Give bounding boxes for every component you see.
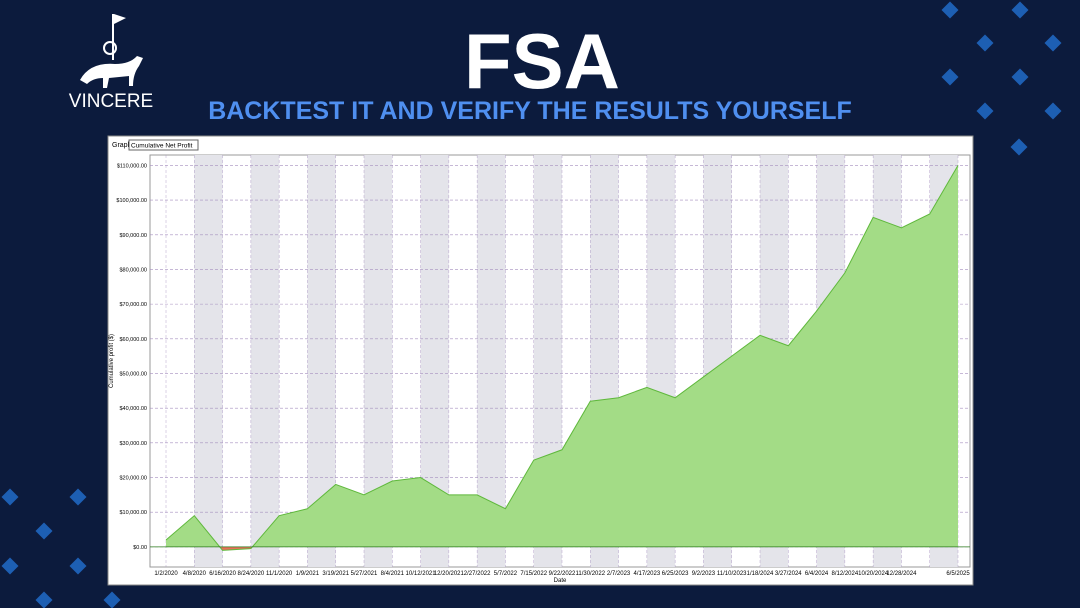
x-tick-label: 6/5/2025	[946, 571, 970, 577]
x-tick-label: 10/20/2024	[858, 571, 889, 577]
title: FSA	[464, 17, 620, 105]
x-axis-label: Date	[554, 578, 567, 584]
logo: VINCERE	[69, 14, 153, 112]
y-tick-label: $90,000.00	[119, 233, 147, 239]
y-tick-label: $70,000.00	[119, 302, 147, 308]
x-tick-label: 2/7/2023	[607, 571, 631, 577]
y-tick-label: $110,000.00	[117, 163, 147, 169]
x-tick-label: 9/22/2022	[549, 571, 576, 577]
x-tick-label: 8/4/2021	[381, 571, 405, 577]
x-tick-label: 6/4/2024	[805, 571, 829, 577]
graph-select-text[interactable]: Cumulative Net Profit	[131, 143, 193, 150]
y-tick-label: $0.00	[133, 545, 147, 551]
area-positive	[166, 165, 958, 547]
band	[194, 155, 223, 567]
x-tick-label: 4/17/2023	[634, 571, 661, 577]
band	[250, 155, 280, 567]
x-tick-label: 12/28/2024	[886, 571, 917, 577]
graph-select[interactable]	[128, 139, 199, 151]
x-tick-label: 12/20/2021	[434, 571, 465, 577]
x-tick-label: 4/8/2020	[183, 571, 207, 577]
x-tick-label: 1/2/2020	[154, 571, 178, 577]
area-negative	[219, 546, 253, 551]
control-label: Graph	[112, 142, 132, 149]
y-axis-label: Cumulative profit ($)	[109, 334, 115, 388]
x-tick-label: 11/30/2022	[575, 571, 605, 577]
subtitle: BACKTEST IT AND VERIFY THE RESULTS YOURS…	[208, 97, 852, 125]
y-tick-label: $20,000.00	[119, 476, 147, 482]
x-tick-label: 11/1/2020	[266, 571, 293, 577]
y-tick-label: $10,000.00	[119, 510, 147, 516]
x-tick-label: 8/24/2020	[238, 571, 265, 577]
x-tick-label: 8/12/2024	[832, 571, 859, 577]
x-tick-label: 1/18/2024	[747, 571, 774, 577]
y-tick-label: $100,000.00	[116, 198, 147, 204]
x-tick-label: 7/15/2022	[520, 571, 547, 577]
y-tick-label: $60,000.00	[119, 337, 147, 343]
x-tick-label: 9/2/2023	[692, 571, 716, 577]
logo-text: VINCERE	[69, 91, 153, 112]
x-tick-label: 10/12/2021	[406, 571, 437, 577]
x-tick-label: 11/10/2023	[717, 571, 747, 577]
x-tick-label: 6/16/2020	[209, 571, 236, 577]
x-tick-label: 3/27/2024	[775, 571, 802, 577]
y-tick-label: $50,000.00	[119, 371, 147, 377]
line	[165, 165, 959, 551]
x-tick-label: 1/9/2021	[296, 571, 320, 577]
y-tick-label: $80,000.00	[119, 267, 147, 273]
x-tick-label: 3/19/2021	[322, 571, 349, 577]
y-tick-label: $30,000.00	[119, 441, 147, 447]
x-tick-label: 6/25/2023	[662, 571, 689, 577]
x-tick-label: 2/27/2022	[464, 571, 491, 577]
x-tick-label: 5/7/2022	[494, 571, 518, 577]
y-tick-label: $40,000.00	[119, 406, 147, 412]
x-tick-label: 5/27/2021	[351, 571, 378, 577]
